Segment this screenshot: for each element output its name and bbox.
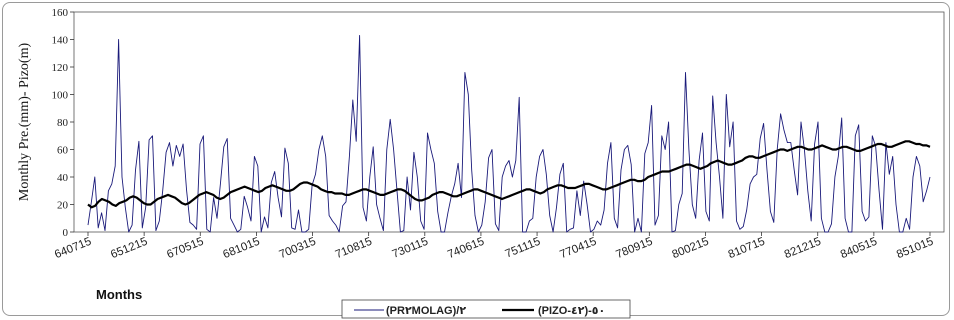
y-axis-ticks: 0 20 40 60 80 100 120 140 160: [52, 7, 75, 239]
legend-label-series-2: (PIZO-٤٢)-٥٠: [538, 305, 605, 317]
y-axis-title: Monthly Pre.(mm)- Pizo(m): [17, 43, 32, 202]
y-tick-label: 140: [52, 35, 69, 47]
x-axis-title: Months: [96, 287, 142, 302]
y-tick-label: 120: [52, 62, 69, 74]
x-tick-label: 810715: [727, 236, 767, 262]
x-tick-label: 840515: [839, 236, 879, 262]
x-tick-label: 770415: [558, 236, 598, 262]
plot-area: [74, 12, 944, 232]
y-tick-label: 0: [63, 227, 69, 239]
x-tick-label: 821215: [783, 236, 823, 262]
x-tick-label: 780915: [614, 236, 654, 262]
x-tick-label: 730115: [391, 236, 430, 261]
x-tick-label: 851015: [895, 236, 935, 262]
x-tick-label: 700315: [278, 236, 318, 262]
x-tick-label: 640715: [53, 236, 93, 262]
x-tick-label: 740615: [446, 236, 486, 262]
y-tick-label: 100: [52, 90, 69, 102]
y-tick-label: 20: [57, 200, 69, 212]
x-tick-label: 651215: [109, 236, 149, 262]
x-tick-label: 710815: [334, 236, 374, 262]
y-tick-label: 40: [57, 172, 69, 184]
y-tick-label: 80: [57, 117, 69, 129]
x-tick-label: 800215: [671, 236, 711, 262]
y-tick-label: 60: [57, 145, 69, 157]
legend: (PR٢MOLAG)/٢ (PIZO-٤٢)-٥٠: [342, 300, 630, 318]
legend-label-series-1: (PR٢MOLAG)/٢: [386, 305, 466, 317]
y-tick-label: 160: [52, 7, 69, 19]
x-tick-label: 751115: [504, 236, 542, 261]
x-tick-label: 681015: [221, 236, 261, 262]
x-tick-label: 670515: [165, 236, 205, 262]
x-axis-ticks: 640715 651215 670515 681015 700315 710815 7301…: [53, 232, 935, 261]
